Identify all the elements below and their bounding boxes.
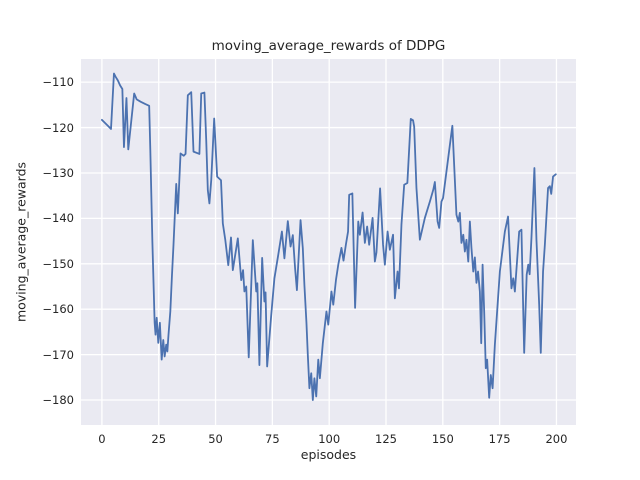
y-tick-label: −160 <box>42 302 74 317</box>
y-tick-label: −140 <box>42 211 74 226</box>
y-tick-label: −110 <box>42 75 74 90</box>
x-axis-label: episodes <box>300 447 357 462</box>
y-tick-label: −120 <box>42 120 74 135</box>
x-tick-label: 25 <box>151 432 167 446</box>
y-tick-label: −180 <box>42 393 74 408</box>
x-tick-label: 125 <box>375 432 397 446</box>
x-tick-label: 150 <box>431 432 454 446</box>
x-tick-label: 200 <box>545 432 568 446</box>
x-tick-label: 50 <box>208 432 223 446</box>
y-axis-label: moving_average_rewards <box>13 161 29 323</box>
chart-title: moving_average_rewards of DDPG <box>211 38 446 54</box>
plot-panel <box>81 59 576 425</box>
x-tick-label: 0 <box>98 432 106 446</box>
x-tick-label: 175 <box>488 432 511 446</box>
y-tick-label: −150 <box>42 256 74 271</box>
y-tick-label: −170 <box>42 347 74 362</box>
ddpg-series-line <box>101 72 557 401</box>
y-tick-label: −130 <box>42 165 74 180</box>
x-tick-label: 75 <box>265 432 280 446</box>
x-tick-label: 100 <box>318 432 341 446</box>
